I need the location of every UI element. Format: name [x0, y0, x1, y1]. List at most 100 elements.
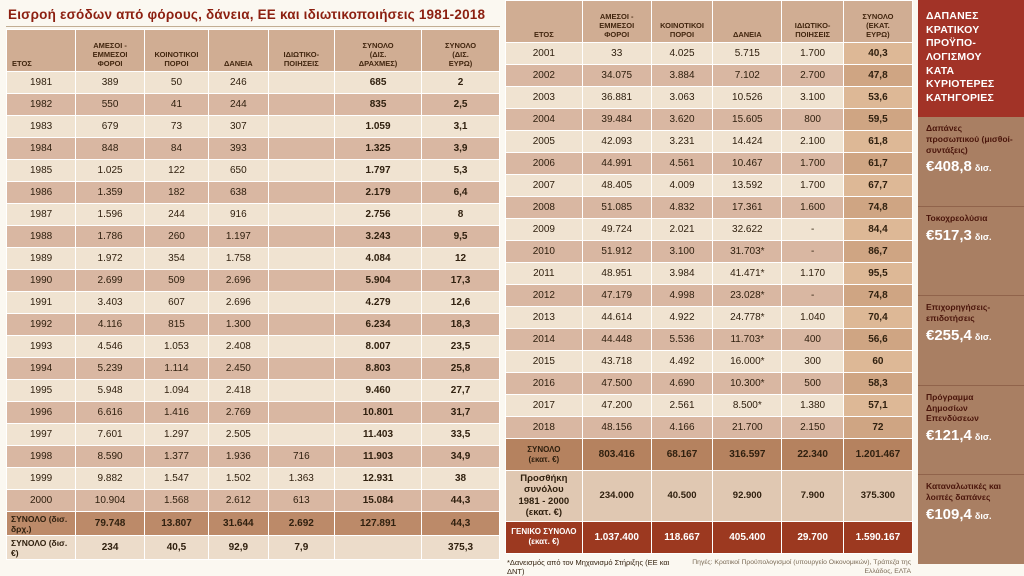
value-cell: 3.100 — [781, 86, 844, 109]
value-cell: 8.007 — [334, 335, 423, 358]
table-row: 1997 7.601 1.297 2.505 11.403 33,5 — [5, 423, 500, 446]
value-cell — [267, 181, 336, 204]
value-cell: 10.904 — [75, 489, 145, 512]
value-cell: 509 — [143, 269, 210, 292]
value-cell: 1.114 — [143, 357, 210, 380]
value-cell: 8 — [421, 203, 500, 226]
value-cell: 51.912 — [581, 240, 652, 263]
year-cell: 1986 — [5, 181, 77, 204]
year-cell: 1983 — [5, 115, 77, 138]
expense-unit: δισ. — [974, 331, 992, 342]
value-cell: 1.300 — [208, 313, 269, 336]
value-cell: 4.492 — [650, 350, 714, 373]
value-cell: 47.200 — [581, 394, 652, 417]
year-cell: 2004 — [505, 108, 583, 131]
value-cell: 38 — [421, 467, 500, 490]
value-cell: 1.797 — [334, 159, 423, 182]
value-cell — [267, 401, 336, 424]
value-cell: 3.620 — [650, 108, 714, 131]
value-cell: 25,8 — [421, 357, 500, 380]
value-cell: 33 — [581, 42, 652, 65]
total-value: 13.807 — [143, 511, 210, 536]
value-cell: 1.325 — [334, 137, 423, 160]
value-cell: 33,5 — [421, 423, 500, 446]
total-value: 1.201.467 — [842, 438, 914, 471]
year-cell: 2008 — [505, 196, 583, 219]
year-cell: 1994 — [5, 357, 77, 380]
value-cell: 6,4 — [421, 181, 500, 204]
total-value: 68.167 — [650, 438, 714, 471]
value-cell: 4.832 — [650, 196, 714, 219]
value-cell — [267, 115, 336, 138]
value-cell: 4.025 — [650, 42, 714, 65]
year-cell: 2007 — [505, 174, 583, 197]
table-row: 1983 679 73 307 1.059 3,1 — [5, 115, 500, 138]
value-cell: 307 — [208, 115, 269, 138]
value-cell: 48.405 — [581, 174, 652, 197]
value-cell: 354 — [143, 247, 210, 270]
total-label: ΣΥΝΟΛΟ (εκατ. €) — [505, 438, 583, 471]
value-cell: 3,9 — [421, 137, 500, 160]
value-cell: 3,1 — [421, 115, 500, 138]
header-row: ΕΤΟΣ ΑΜΕΣΟΙ - ΕΜΜΕΣΟΙ ΦΟΡΟΙ ΚΟΙΝΟΤΙΚΟΙ ΠΟΡ… — [5, 29, 500, 72]
value-cell: 244 — [143, 203, 210, 226]
value-cell: 1.059 — [334, 115, 423, 138]
table-row: 1996 6.616 1.416 2.769 10.801 31,7 — [5, 401, 500, 424]
table-row: 1989 1.972 354 1.758 4.084 12 — [5, 247, 500, 270]
year-cell: 1998 — [5, 445, 77, 468]
value-cell: 59,5 — [842, 108, 914, 131]
total-label: Προσθήκη συνόλου 1981 - 2000 (εκατ. €) — [505, 470, 583, 522]
total-row: ΣΥΝΟΛΟ (δισ. €) 234 40,5 92,9 7,9 375,3 — [5, 535, 500, 560]
value-cell: 12.931 — [334, 467, 423, 490]
expense-item: Δαπάνες προσωπικού (μισθοί-συντάξεις) €40… — [918, 117, 1024, 206]
value-cell: - — [781, 284, 844, 307]
year-cell: 2005 — [505, 130, 583, 153]
value-cell: 34,9 — [421, 445, 500, 468]
total-label: ΓΕΝΙΚΟ ΣΥΝΟΛΟ (εκατ. €) — [505, 520, 583, 554]
total-value: 7.900 — [781, 470, 844, 522]
value-cell: 4.166 — [650, 416, 714, 439]
value-cell: 1.416 — [143, 401, 210, 424]
year-cell: 1989 — [5, 247, 77, 270]
table-row: 1990 2.699 509 2.696 5.904 17,3 — [5, 269, 500, 292]
year-cell: 1993 — [5, 335, 77, 358]
value-cell: 67,7 — [842, 174, 914, 197]
table-row: 2001 33 4.025 5.715 1.700 40,3 — [505, 42, 914, 65]
value-cell: 42.093 — [581, 130, 652, 153]
table-row: 1994 5.239 1.114 2.450 8.803 25,8 — [5, 357, 500, 380]
value-cell: 1.700 — [781, 42, 844, 65]
value-cell: 15.084 — [334, 489, 423, 512]
value-cell: 47.179 — [581, 284, 652, 307]
value-cell: 300 — [781, 350, 844, 373]
value-cell: 47,8 — [842, 64, 914, 87]
value-cell: 13.592 — [712, 174, 783, 197]
value-cell: 86,7 — [842, 240, 914, 263]
year-cell: 1990 — [5, 269, 77, 292]
value-cell: 916 — [208, 203, 269, 226]
value-cell: 1.380 — [781, 394, 844, 417]
value-cell: 848 — [75, 137, 145, 160]
value-cell: 6.234 — [334, 313, 423, 336]
value-cell: 72 — [842, 416, 914, 439]
value-cell — [267, 203, 336, 226]
value-cell: 1.547 — [143, 467, 210, 490]
value-cell: 70,4 — [842, 306, 914, 329]
total-label: ΣΥΝΟΛΟ (δισ. €) — [5, 535, 77, 560]
table-row: 2014 44.448 5.536 11.703* 400 56,6 — [505, 328, 914, 351]
value-cell: 74,8 — [842, 196, 914, 219]
expense-amount: €408,8 — [926, 158, 972, 176]
table-row: 2004 39.484 3.620 15.605 800 59,5 — [505, 108, 914, 131]
value-cell: 3.984 — [650, 262, 714, 285]
value-cell: 3.100 — [650, 240, 714, 263]
table-row: 1987 1.596 244 916 2.756 8 — [5, 203, 500, 226]
total-row: Προσθήκη συνόλου 1981 - 2000 (εκατ. €) 23… — [505, 470, 914, 522]
column-header: ΣΥΝΟΛΟ (ΔΙΣ. ΕΥΡΩ) — [421, 29, 500, 72]
column-header: ΚΟΙΝΟΤΙΚΟΙ ΠΟΡΟΙ — [650, 0, 714, 43]
value-cell: 650 — [208, 159, 269, 182]
value-cell: 260 — [143, 225, 210, 248]
value-cell: 95,5 — [842, 262, 914, 285]
value-cell: 1.972 — [75, 247, 145, 270]
table-row: 2018 48.156 4.166 21.700 2.150 72 — [505, 416, 914, 439]
value-cell: 5.536 — [650, 328, 714, 351]
year-cell: 2018 — [505, 416, 583, 439]
